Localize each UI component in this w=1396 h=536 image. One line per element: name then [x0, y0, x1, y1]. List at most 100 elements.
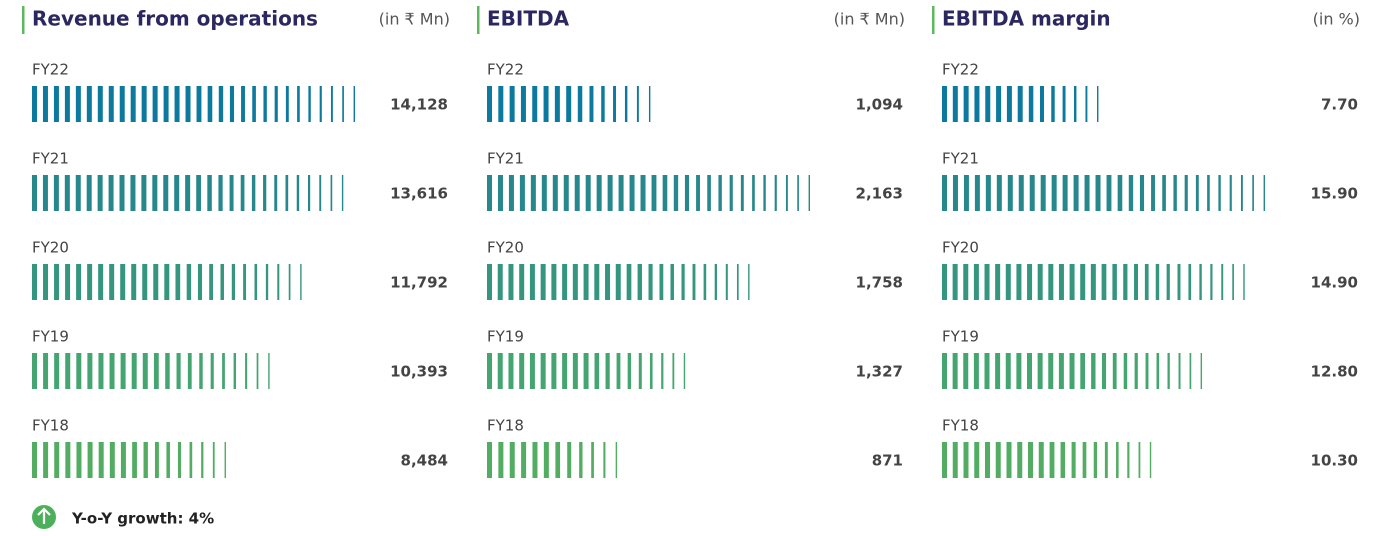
stripe: [649, 353, 653, 389]
stripe: [98, 353, 104, 389]
stripe: [97, 175, 103, 211]
stripe: [141, 86, 147, 122]
stripe: [785, 175, 788, 211]
category-label: FY19: [942, 328, 979, 346]
stripe: [572, 264, 578, 300]
stripe: [1155, 264, 1160, 300]
stripe: [1189, 353, 1192, 389]
stripe: [607, 175, 613, 211]
stripe: [554, 86, 560, 122]
stripe: [196, 86, 202, 122]
stripe: [220, 264, 224, 300]
stripe: [508, 264, 514, 300]
stripe: [1051, 86, 1055, 122]
stripe: [487, 86, 492, 122]
stripe: [529, 353, 535, 389]
stripe: [1062, 86, 1066, 122]
stripe: [251, 175, 256, 211]
value-label: 8,484: [401, 452, 448, 470]
stripe: [142, 353, 148, 389]
stripe: [579, 442, 583, 478]
stripe: [995, 442, 1001, 478]
stripe: [268, 353, 270, 389]
bar: [487, 353, 686, 389]
stripe: [319, 86, 322, 122]
stripe: [985, 175, 991, 211]
stripe: [1080, 264, 1086, 300]
stripe: [589, 86, 594, 122]
stripe: [1017, 442, 1023, 478]
stripe: [942, 86, 947, 122]
stripe: [572, 353, 578, 389]
stripe: [497, 264, 503, 300]
stripe: [32, 86, 37, 122]
bar: [942, 442, 1152, 478]
stripe: [1005, 264, 1011, 300]
stripe: [942, 353, 947, 389]
stripe: [624, 86, 628, 122]
stripe: [256, 353, 259, 389]
stripe: [1018, 175, 1024, 211]
stripe: [1058, 264, 1064, 300]
stripe: [75, 175, 81, 211]
stripe: [985, 86, 991, 122]
stripe: [1101, 264, 1107, 300]
stripe: [1048, 353, 1054, 389]
value-label: 14.90: [1311, 274, 1358, 292]
stripe: [153, 353, 159, 389]
stripe: [1049, 442, 1055, 478]
stripe: [487, 264, 492, 300]
stripe: [75, 86, 81, 122]
stripe: [1090, 264, 1096, 300]
stripe: [752, 175, 755, 211]
stripe: [952, 353, 958, 389]
category-label: FY22: [942, 61, 979, 79]
bar: [32, 442, 226, 478]
stripe: [187, 353, 192, 389]
stripe: [245, 353, 248, 389]
stripe: [1156, 353, 1160, 389]
stripe: [1123, 264, 1128, 300]
stripe: [1080, 353, 1086, 389]
stripe: [54, 264, 60, 300]
stripe: [563, 175, 569, 211]
stripe: [212, 442, 215, 478]
stripe: [1093, 442, 1098, 478]
value-label: 7.70: [1321, 96, 1358, 114]
stripe: [974, 175, 980, 211]
stripe: [1134, 353, 1138, 389]
stripe: [1058, 353, 1064, 389]
bar: [32, 175, 344, 211]
stripe: [154, 442, 159, 478]
stripe: [97, 86, 103, 122]
stripe: [1240, 175, 1243, 211]
category-label: FY21: [487, 150, 524, 168]
stripe: [54, 442, 60, 478]
stripe: [164, 264, 170, 300]
stripe: [952, 86, 958, 122]
stripe: [683, 353, 686, 389]
stripe: [637, 264, 642, 300]
stripe: [252, 86, 256, 122]
stripe: [1221, 264, 1224, 300]
stripe: [1029, 175, 1035, 211]
category-label: FY21: [32, 150, 69, 168]
stripe: [1060, 442, 1066, 478]
stripe: [562, 264, 568, 300]
stripe: [808, 175, 810, 211]
stripe: [185, 86, 191, 122]
stripe: [1166, 264, 1170, 300]
stripe: [108, 175, 114, 211]
bar: [32, 353, 270, 389]
stripe: [76, 353, 82, 389]
stripe: [651, 175, 657, 211]
stripe: [1006, 86, 1012, 122]
chart-title: Revenue from operations: [32, 7, 318, 31]
stripe: [1188, 264, 1192, 300]
stripe: [207, 175, 212, 211]
stripe: [508, 175, 514, 211]
stripe: [703, 264, 707, 300]
stripe: [76, 264, 82, 300]
category-label: FY19: [32, 328, 69, 346]
stripe: [601, 86, 605, 122]
